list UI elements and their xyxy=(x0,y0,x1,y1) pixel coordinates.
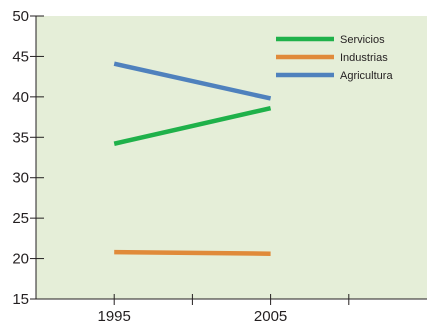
y-tick-label: 20 xyxy=(12,251,29,268)
x-tick-label: 1995 xyxy=(98,308,131,325)
y-tick-label: 30 xyxy=(12,170,29,187)
series-layer xyxy=(113,61,272,256)
y-tick-label: 45 xyxy=(12,48,29,65)
series-line-agricultura xyxy=(113,61,272,101)
y-tick-label: 25 xyxy=(12,210,29,227)
legend-label-servicios: Servicios xyxy=(340,34,385,46)
legend-label-industrias: Industrias xyxy=(340,52,388,64)
legend: Servicios Industrias Agricultura xyxy=(276,34,393,82)
x-tick-label: 2005 xyxy=(254,308,287,325)
series-line-industrias xyxy=(114,249,271,256)
y-tick-label: 35 xyxy=(12,129,29,146)
legend-label-agricultura: Agricultura xyxy=(340,70,393,82)
y-tick-label: 15 xyxy=(12,291,29,308)
y-tick-label: 40 xyxy=(12,89,29,106)
y-tick-label: 50 xyxy=(12,8,29,25)
series-line-servicios xyxy=(113,105,272,146)
axes: 15 20 25 30 35 40 45 50 1995 2005 xyxy=(12,8,427,325)
